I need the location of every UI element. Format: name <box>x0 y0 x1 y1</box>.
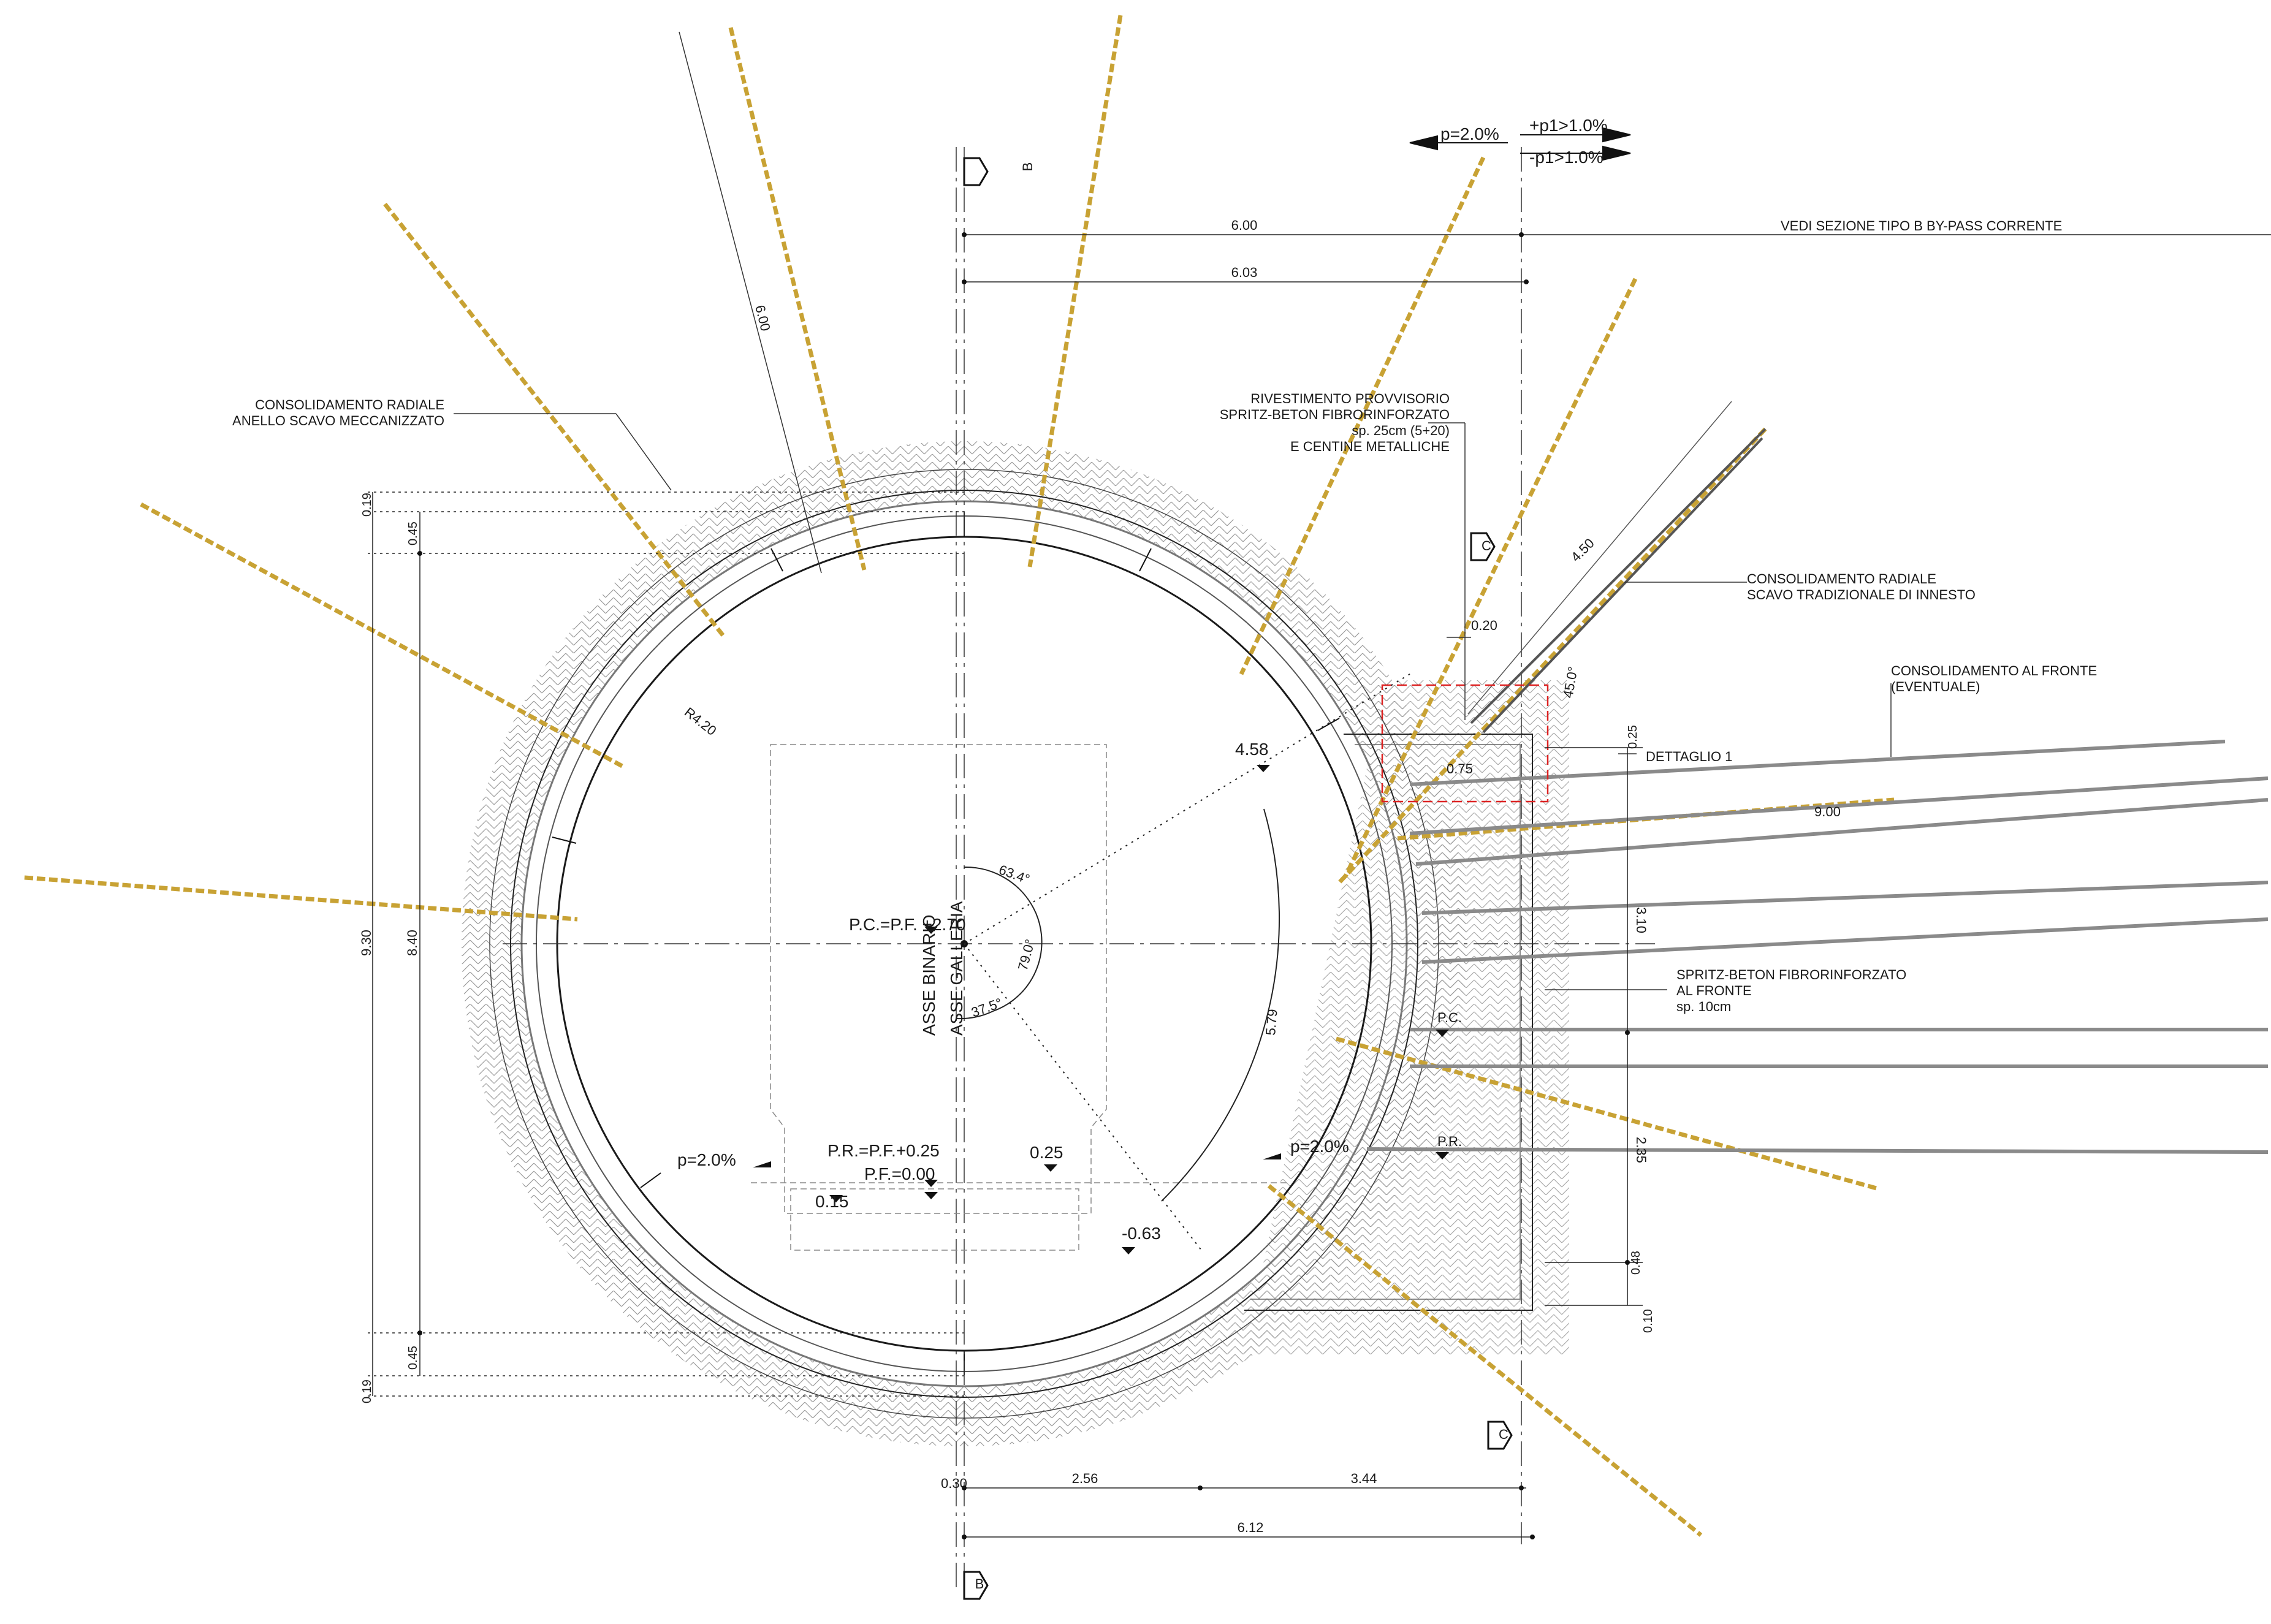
note-radial-mech-1: CONSOLIDAMENTO RADIALE <box>255 397 444 412</box>
level-pr-pf: P.R.=P.F.+0.25 <box>827 1141 940 1160</box>
dim-top-600: 6.00 <box>1231 218 1258 233</box>
dim-left-019-top: 0.19 <box>360 493 374 517</box>
clearance-envelope <box>751 744 1287 1251</box>
dimension-lines <box>368 234 2271 1538</box>
dimension-ticks <box>417 232 1630 1539</box>
dim-bot-612: 6.12 <box>1238 1520 1264 1535</box>
dim-left-840: 8.40 <box>405 930 420 956</box>
slope-arrows <box>1409 127 1631 161</box>
face-bars <box>1366 740 2269 1154</box>
dim-020: 0.20 <box>1471 618 1497 633</box>
center-lines <box>503 147 1655 1599</box>
level-pc-pf: P.C.=P.F. +2.70 <box>849 915 965 934</box>
note-face-2: (EVENTUALE) <box>1891 679 1980 694</box>
dim-025: 0.25 <box>1626 725 1640 749</box>
note-detail: DETTAGLIO 1 <box>1646 749 1732 764</box>
slope-top-p1-plus: +p1>1.0% <box>1529 116 1608 135</box>
dim-310: 3.10 <box>1634 907 1649 933</box>
slope-top-p1-minus: -p1>1.0% <box>1529 148 1603 167</box>
level-025: 0.25 <box>1030 1143 1063 1162</box>
dim-bot-030: 0.30 <box>941 1476 967 1491</box>
label-asse-galleria: ASSE GALLERIA <box>947 901 966 1036</box>
dim-r579: 5.79 <box>1263 1009 1280 1036</box>
slope-top-p: p=2.0% <box>1440 124 1499 143</box>
dim-top-603: 6.03 <box>1231 265 1258 280</box>
section-mark-c-bottom: C <box>1499 1427 1508 1442</box>
slope-left-p: p=2.0% <box>677 1150 736 1169</box>
dim-left-930: 9.30 <box>359 930 374 956</box>
note-provisional-1: RIVESTIMENTO PROVVISORIO <box>1250 391 1450 406</box>
dim-048: 0.48 <box>1629 1251 1643 1275</box>
radial-bolts <box>24 15 1895 1537</box>
slope-right-p: p=2.0% <box>1290 1137 1349 1156</box>
note-face-spritz-2: AL FRONTE <box>1676 983 1752 998</box>
level-markers <box>753 765 1449 1254</box>
section-mark-b-bottom: B <box>975 1576 984 1592</box>
note-provisional-3: sp. 25cm (5+20) <box>1352 423 1450 438</box>
dim-bot-344: 3.44 <box>1351 1471 1377 1486</box>
dim-900: 9.00 <box>1814 804 1841 819</box>
note-provisional-4: E CENTINE METALLICHE <box>1290 439 1450 454</box>
level-063: -0.63 <box>1122 1224 1161 1243</box>
note-face-spritz-1: SPRITZ-BETON FIBRORINFORZATO <box>1676 967 1906 982</box>
level-pr: P.R. <box>1437 1134 1462 1149</box>
inclined-support <box>1467 401 1767 734</box>
note-radial-mech-2: ANELLO SCAVO MECCANIZZATO <box>232 413 444 428</box>
section-mark-b-top: B <box>1020 162 1035 172</box>
level-458: 4.58 <box>1235 740 1269 759</box>
dim-left-045-top: 0.45 <box>406 522 420 545</box>
note-face-1: CONSOLIDAMENTO AL FRONTE <box>1891 663 2097 678</box>
dim-bot-256: 2.56 <box>1072 1471 1098 1486</box>
note-radial-trad-1: CONSOLIDAMENTO RADIALE <box>1747 571 1936 586</box>
dim-235: 2.35 <box>1634 1137 1649 1163</box>
note-face-spritz-3: sp. 10cm <box>1676 999 1731 1014</box>
section-mark-c-top: C <box>1482 538 1491 553</box>
level-pf: P.F.=0.00 <box>864 1164 935 1183</box>
level-pc: P.C. <box>1437 1010 1462 1025</box>
dim-left-019-bot: 0.19 <box>360 1379 374 1403</box>
note-provisional-2: SPRITZ-BETON FIBRORINFORZATO <box>1220 407 1450 422</box>
level-015: 0.15 <box>815 1192 849 1211</box>
note-radial-trad-2: SCAVO TRADIZIONALE DI INNESTO <box>1747 587 1976 602</box>
note-see-section: VEDI SEZIONE TIPO B BY-PASS CORRENTE <box>1781 218 2062 233</box>
section-mark-symbols <box>963 157 1513 1600</box>
label-asse-binario: ASSE BINARIO <box>919 914 938 1036</box>
dim-075: 0.75 <box>1447 761 1473 776</box>
angle-arcs <box>956 674 1410 1251</box>
dim-010: 0.10 <box>1641 1309 1655 1333</box>
dim-left-045-bot: 0.45 <box>406 1346 420 1370</box>
leader-lines <box>454 31 1892 990</box>
